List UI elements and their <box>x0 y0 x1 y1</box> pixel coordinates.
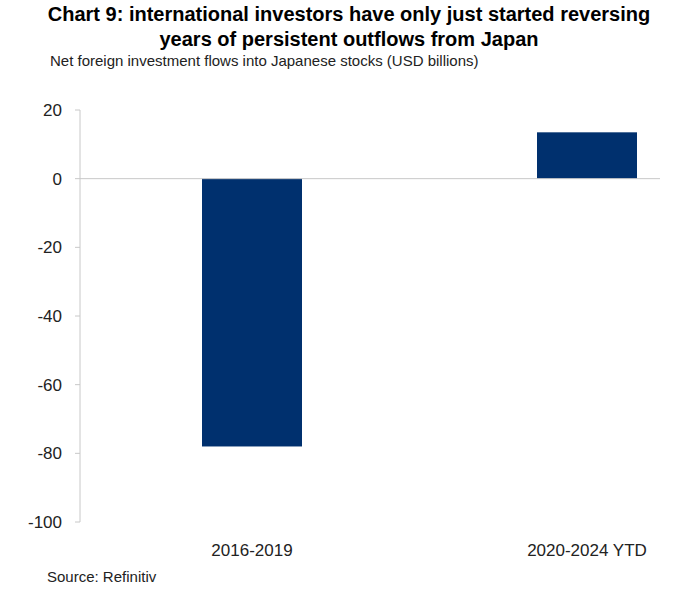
chart: Net foreign investment flows into Japane… <box>0 0 698 600</box>
subtitle: Net foreign investment flows into Japane… <box>50 52 479 69</box>
y-tick-label: -100 <box>28 513 62 532</box>
y-tick <box>75 247 80 248</box>
y-tick-label: -80 <box>37 444 62 463</box>
y-tick <box>75 384 80 385</box>
y-tick <box>75 316 80 317</box>
y-tick-label: 0 <box>53 170 62 189</box>
zero-line <box>80 178 660 179</box>
y-tick-label: -40 <box>37 307 62 326</box>
y-tick-label: 20 <box>43 101 62 120</box>
bar <box>537 132 637 178</box>
y-tick <box>75 110 80 111</box>
x-tick-label: 2016-2019 <box>211 541 292 560</box>
y-tick-label: -60 <box>37 376 62 395</box>
bar <box>202 179 302 447</box>
x-tick-label: 2020-2024 YTD <box>527 541 647 560</box>
y-tick <box>75 178 80 179</box>
y-tick <box>75 453 80 454</box>
title: Chart 9: international investors have on… <box>24 2 674 52</box>
y-tick-label: -20 <box>37 238 62 257</box>
bars <box>202 132 637 446</box>
source: Source: Refinitiv <box>47 568 157 585</box>
y-tick <box>75 522 80 523</box>
